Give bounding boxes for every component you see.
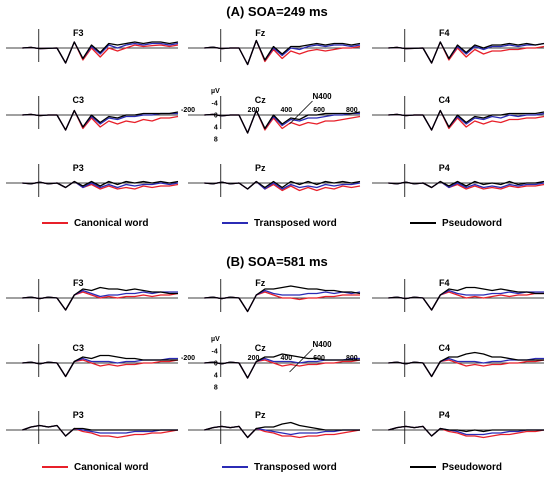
series-pseudo-p3 (22, 424, 178, 437)
channel-label: P4 (439, 163, 450, 173)
n400-annotation: N400 (312, 340, 332, 349)
channel-label: Fz (255, 28, 265, 38)
series-transposed-fz (204, 289, 361, 313)
channel-c4: C4 (372, 343, 545, 378)
channel-fz: Fz (188, 278, 361, 313)
channel-pz: Pz (188, 163, 361, 197)
series-transposed-f3 (22, 289, 178, 311)
channel-label: Fz (255, 278, 265, 288)
y-tick-label: -4 (212, 101, 218, 108)
y-tick-label: 0 (214, 113, 218, 120)
legend-label-pseudo: Pseudoword (442, 218, 502, 229)
series-pseudo-p3 (22, 180, 179, 189)
series-transposed-c3 (22, 357, 178, 378)
channel-p3: P3 (6, 163, 179, 197)
series-pseudo-pz (204, 421, 360, 439)
legend-b: Canonical word Transposed word Pseudoword (42, 462, 502, 473)
n400-annotation: N400 (312, 92, 332, 101)
channel-f3: F3 (6, 28, 179, 64)
y-tick-label: 0 (214, 361, 218, 368)
x-tick-label: 200 (248, 355, 260, 362)
channel-pz: Pz (188, 410, 361, 444)
series-pseudo-pz (204, 180, 361, 190)
channel-c4: C4 (372, 95, 545, 131)
channel-label: F4 (439, 278, 450, 288)
channel-label: Cz (255, 343, 266, 353)
x-tick-label: 200 (248, 107, 260, 114)
legend-label-transposed: Transposed word (254, 218, 337, 229)
legend-label-canonical: Canonical word (74, 462, 148, 473)
channel-p4: P4 (372, 410, 545, 444)
legend-label-canonical: Canonical word (74, 218, 148, 229)
series-pseudo-f4 (388, 286, 544, 311)
annotation-pointer (289, 348, 313, 373)
series-pseudo-cz (204, 353, 360, 379)
series-pseudo-cz (204, 109, 361, 134)
channel-label: C4 (438, 343, 450, 353)
y-tick-label: 8 (214, 137, 218, 144)
series-canonical-f3 (22, 291, 179, 311)
series-pseudo-p4 (388, 180, 545, 189)
series-pseudo-c4 (388, 351, 544, 378)
x-tick-label: 600 (313, 107, 325, 114)
y-axis-unit: µV (211, 88, 220, 95)
series-pseudo-c3 (22, 354, 178, 378)
y-tick-label: 4 (214, 125, 218, 132)
x-tick-label: 600 (313, 355, 325, 362)
channel-label: F3 (73, 278, 84, 288)
series-pseudo-f3 (22, 41, 179, 64)
x-tick-label: -200 (181, 107, 195, 114)
series-pseudo-f3 (22, 286, 178, 311)
channel-label: Pz (255, 410, 266, 420)
annotation-pointer (289, 100, 313, 125)
series-canonical-pz (204, 425, 361, 439)
channel-label: F4 (439, 28, 450, 38)
series-pseudo-c3 (22, 109, 179, 131)
channel-c3: C3 (6, 95, 179, 131)
y-tick-label: 8 (214, 385, 218, 392)
series-pseudo-f4 (388, 41, 545, 64)
channel-label: P3 (73, 163, 84, 173)
channel-p3: P3 (6, 410, 179, 444)
series-pseudo-fz (204, 39, 361, 66)
x-tick-label: 800 (346, 107, 358, 114)
y-tick-label: 4 (214, 373, 218, 380)
series-pseudo-p4 (388, 425, 544, 437)
series-pseudo-fz (204, 285, 361, 313)
channel-c3: C3 (6, 343, 179, 378)
channel-label: Pz (255, 163, 266, 173)
x-tick-label: -200 (181, 355, 195, 362)
channel-label: P4 (439, 410, 450, 420)
channel-f4: F4 (372, 28, 545, 64)
channel-label: C3 (72, 95, 84, 105)
panel-a-title: (A) SOA=249 ms (226, 4, 328, 19)
channel-label: C3 (72, 343, 84, 353)
legend-label-pseudo: Pseudoword (442, 462, 502, 473)
channel-p4: P4 (372, 163, 545, 197)
channel-f4: F4 (372, 278, 544, 312)
channel-label: Cz (255, 95, 266, 105)
x-tick-label: 400 (280, 355, 292, 362)
channel-fz: Fz (188, 28, 361, 66)
x-tick-label: 800 (346, 355, 358, 362)
channel-label: C4 (438, 95, 450, 105)
channel-f3: F3 (6, 278, 179, 312)
series-transposed-c4 (388, 357, 544, 378)
y-tick-label: -4 (212, 349, 218, 356)
series-pseudo-c4 (388, 109, 545, 131)
y-axis-unit: µV (211, 336, 220, 343)
panel-b: F3 Fz F4 C3 Cz -200 200 400 600 800 -4 0 4 8 µV N400 C4 P… (6, 278, 545, 444)
panel-a: F3 Fz F4 C3 Cz -200 200 400 600 800 -4 0 4 8 µV N400 C4 P… (6, 28, 545, 197)
channel-cz: Cz -200 200 400 600 800 -4 0 4 8 µV N400 (181, 336, 361, 392)
x-tick-label: 400 (280, 107, 292, 114)
series-transposed-f4 (388, 289, 544, 311)
legend-label-transposed: Transposed word (254, 462, 337, 473)
channel-cz: Cz -200 200 400 600 800 -4 0 4 8 µV N400 (181, 88, 361, 144)
panel-b-title: (B) SOA=581 ms (226, 254, 328, 269)
channel-label: P3 (73, 410, 84, 420)
channel-label: F3 (73, 28, 84, 38)
legend-a: Canonical word Transposed word Pseudoword (42, 218, 502, 229)
